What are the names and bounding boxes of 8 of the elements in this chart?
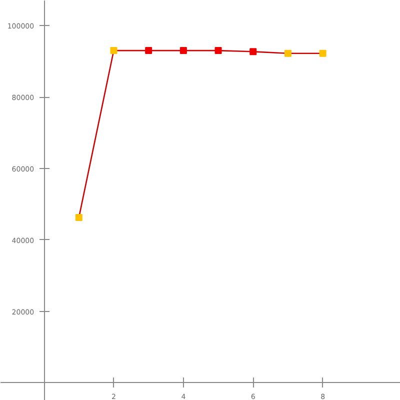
point: [75, 214, 82, 221]
point: [110, 47, 118, 54]
point: [284, 50, 292, 57]
point: [250, 48, 257, 56]
point: [319, 50, 326, 57]
point: [180, 47, 187, 54]
point: [214, 47, 222, 54]
point: [145, 47, 152, 54]
